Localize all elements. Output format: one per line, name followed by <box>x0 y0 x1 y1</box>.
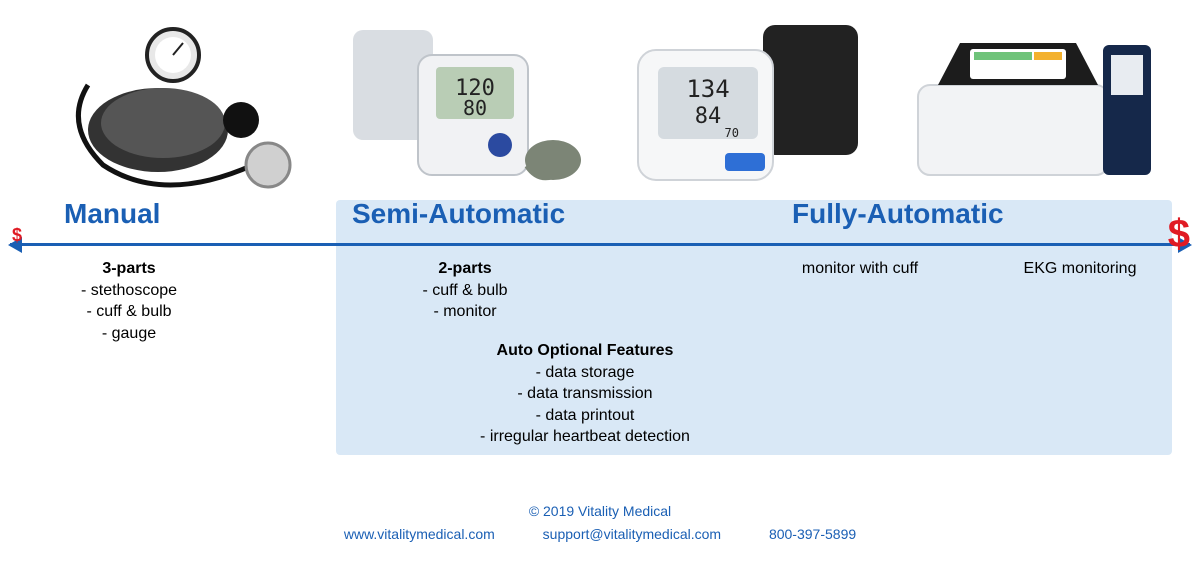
desc-semi-title: 2-parts <box>390 258 540 280</box>
product-ekg-icon <box>898 15 1158 195</box>
price-axis <box>10 232 1190 256</box>
product-image-row: 120 80 134 84 70 <box>0 0 1200 195</box>
optional-features-title: Auto Optional Features <box>400 340 770 362</box>
footer-copyright: © 2019 Vitality Medical <box>0 500 1200 522</box>
product-semi-icon: 120 80 <box>328 15 588 195</box>
footer-website: www.vitalitymedical.com <box>344 526 495 542</box>
desc-fully: monitor with cuff <box>760 258 960 280</box>
svg-text:134: 134 <box>686 75 729 103</box>
desc-semi-line-2: - monitor <box>390 301 540 323</box>
product-ekg <box>898 15 1158 195</box>
optional-features-line-3: - data printout <box>400 405 770 427</box>
optional-features-line-1: - data storage <box>400 362 770 384</box>
desc-manual-line-3: - gauge <box>44 323 214 345</box>
desc-ekg: EKG monitoring <box>1000 258 1160 280</box>
desc-fully-line-1: monitor with cuff <box>760 258 960 280</box>
desc-manual-line-2: - cuff & bulb <box>44 301 214 323</box>
optional-features: Auto Optional Features - data storage - … <box>400 340 770 448</box>
svg-text:80: 80 <box>462 96 486 120</box>
product-semi-automatic: 120 80 <box>328 15 588 195</box>
svg-text:70: 70 <box>724 126 738 140</box>
dollar-low-icon: $ <box>12 225 22 246</box>
heading-manual: Manual <box>64 198 160 230</box>
desc-semi: 2-parts - cuff & bulb - monitor <box>390 258 540 323</box>
desc-manual-title: 3-parts <box>44 258 214 280</box>
footer-email: support@vitalitymedical.com <box>543 526 721 542</box>
product-auto-icon: 134 84 70 <box>613 15 873 195</box>
dollar-high-icon: $ <box>1168 212 1190 257</box>
desc-manual-line-1: - stethoscope <box>44 280 214 302</box>
product-manual-icon <box>43 15 303 195</box>
optional-features-line-4: - irregular heartbeat detection <box>400 426 770 448</box>
desc-ekg-line-1: EKG monitoring <box>1000 258 1160 280</box>
product-fully-automatic: 134 84 70 <box>613 15 873 195</box>
footer: © 2019 Vitality Medical www.vitalitymedi… <box>0 500 1200 545</box>
product-manual <box>43 15 303 195</box>
desc-semi-line-1: - cuff & bulb <box>390 280 540 302</box>
optional-features-line-2: - data transmission <box>400 383 770 405</box>
svg-text:84: 84 <box>694 104 721 129</box>
desc-manual: 3-parts - stethoscope - cuff & bulb - ga… <box>44 258 214 344</box>
price-axis-line <box>10 243 1190 246</box>
footer-phone: 800-397-5899 <box>769 526 856 542</box>
